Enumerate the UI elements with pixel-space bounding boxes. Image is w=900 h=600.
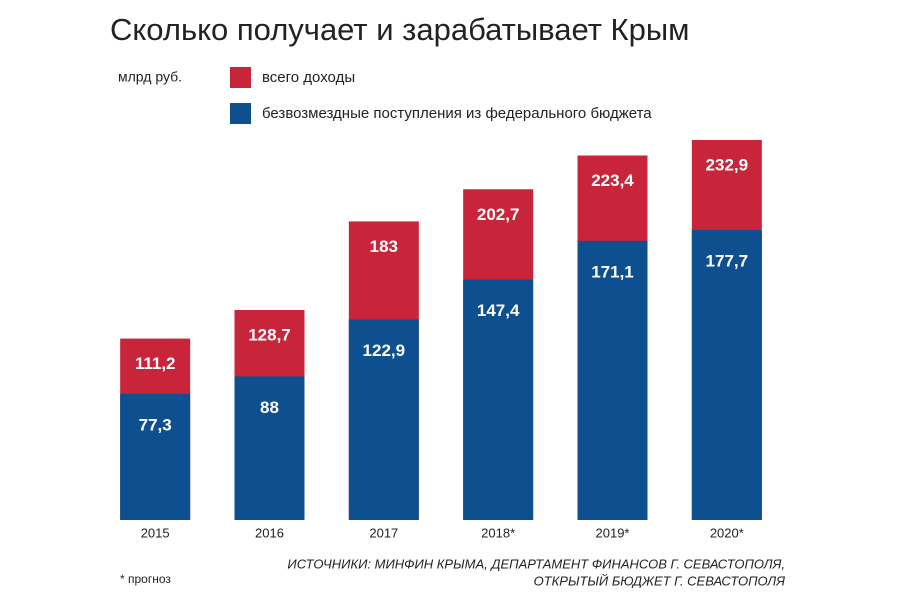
bar bbox=[120, 393, 191, 520]
value-label: 77,3 bbox=[139, 415, 172, 434]
unit-label: млрд руб. bbox=[118, 69, 182, 85]
legend-swatch bbox=[230, 67, 251, 88]
x-tick-label: 2017 bbox=[369, 525, 398, 540]
value-label: 177,7 bbox=[706, 252, 749, 271]
x-tick-label: 2019* bbox=[596, 525, 630, 540]
x-tick-label: 2016 bbox=[255, 525, 284, 540]
value-label: 202,7 bbox=[477, 205, 520, 224]
x-tick-label: 2018* bbox=[481, 525, 515, 540]
value-label: 223,4 bbox=[591, 171, 634, 190]
legend-label: всего доходы bbox=[262, 69, 355, 86]
source: ОТКРЫТЫЙ БЮДЖЕТ Г. СЕВАСТОПОЛЯ bbox=[534, 572, 786, 588]
footnote: * прогноз bbox=[120, 572, 171, 586]
value-label: 147,4 bbox=[477, 301, 520, 320]
value-label: 88 bbox=[260, 398, 279, 417]
bar bbox=[234, 376, 305, 520]
source: ИСТОЧНИКИ: МИНФИН КРЫМА, ДЕПАРТАМЕНТ ФИН… bbox=[287, 556, 785, 571]
bar bbox=[463, 279, 534, 520]
legend-label: безвозмездные поступления из федеральног… bbox=[262, 105, 652, 122]
bar bbox=[691, 230, 762, 521]
chart-title: Сколько получает и зарабатывает Крым bbox=[110, 12, 689, 47]
bar bbox=[348, 319, 419, 520]
value-label: 171,1 bbox=[591, 262, 634, 281]
legend-swatch bbox=[230, 103, 251, 124]
x-tick-label: 2015 bbox=[141, 525, 170, 540]
value-label: 122,9 bbox=[363, 341, 406, 360]
value-label: 128,7 bbox=[248, 325, 291, 344]
x-tick-label: 2020* bbox=[710, 525, 744, 540]
value-label: 111,2 bbox=[135, 354, 176, 373]
bar bbox=[577, 240, 648, 520]
value-label: 183 bbox=[370, 237, 398, 256]
value-label: 232,9 bbox=[706, 155, 749, 174]
